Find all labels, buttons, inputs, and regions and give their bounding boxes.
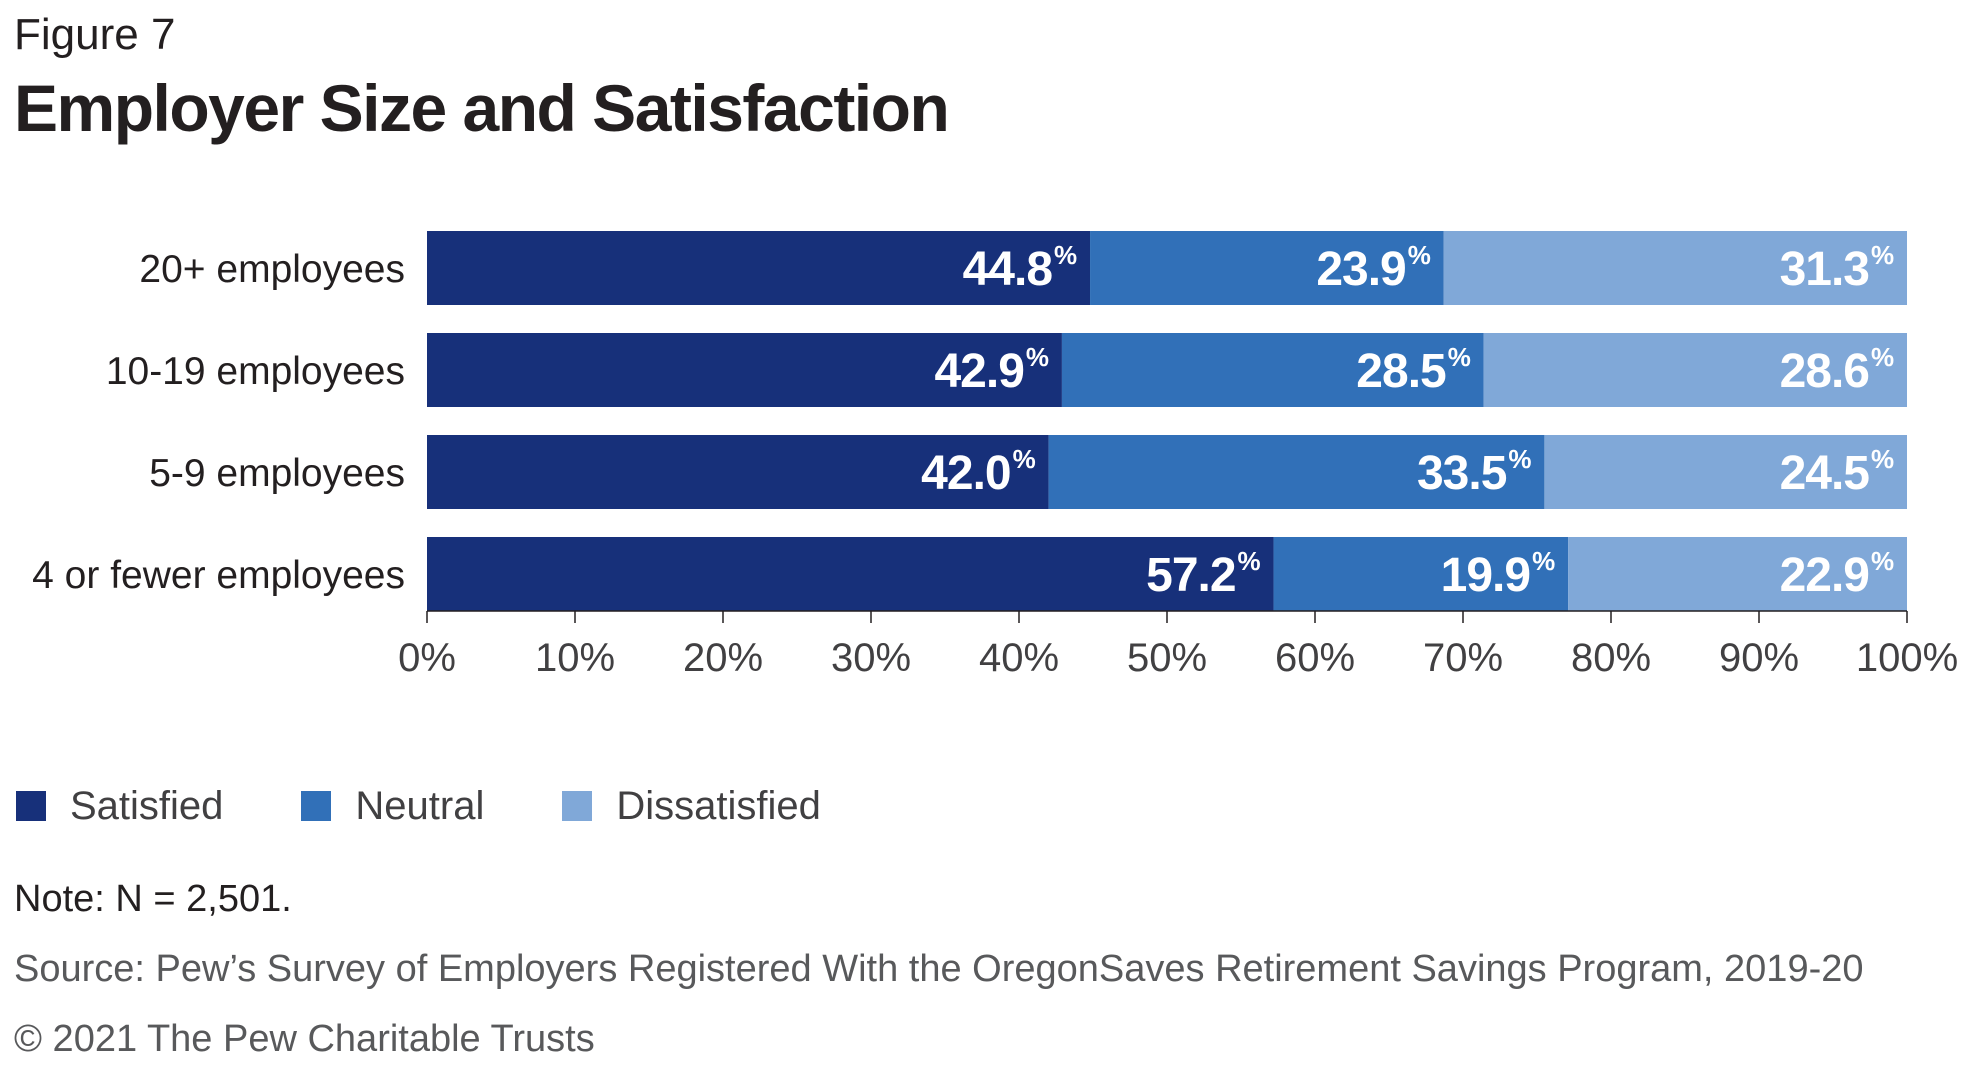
chart-title: Employer Size and Satisfaction [14, 71, 950, 145]
bar-segment [427, 333, 1062, 407]
legend-label-neutral: Neutral [355, 783, 485, 828]
data-label: 22.9 [1780, 549, 1869, 602]
x-tick-label: 0% [398, 636, 456, 680]
data-label-unit: % [1026, 342, 1049, 372]
legend-swatch-satisfied [16, 791, 46, 821]
x-tick-label: 30% [831, 636, 911, 680]
data-label-unit: % [1532, 546, 1555, 576]
data-label: 33.5 [1417, 447, 1507, 500]
category-label: 10-19 employees [106, 350, 405, 393]
bar-segment [1061, 333, 1484, 407]
category-label: 4 or fewer employees [32, 554, 405, 597]
bar-segment [1273, 537, 1569, 611]
bar-segment [1048, 435, 1545, 509]
data-label-unit: % [1408, 240, 1431, 270]
figure-label: Figure 7 [14, 10, 176, 59]
legend-label-satisfied: Satisfied [70, 783, 224, 828]
data-label: 23.9 [1316, 243, 1405, 296]
category-label: 20+ employees [139, 248, 405, 291]
chart-legend: Satisfied Neutral Dissatisfied [16, 780, 899, 832]
data-label-unit: % [1871, 240, 1894, 270]
legend-label-dissatisfied: Dissatisfied [616, 783, 821, 828]
x-tick-label: 50% [1127, 636, 1207, 680]
data-label: 42.0 [921, 447, 1010, 500]
data-label-unit: % [1238, 546, 1261, 576]
data-label: 42.9 [934, 345, 1023, 398]
category-label: 5-9 employees [149, 452, 405, 495]
bar-segment [427, 435, 1049, 509]
data-label-unit: % [1508, 444, 1531, 474]
x-tick-label: 80% [1571, 636, 1651, 680]
data-label: 19.9 [1441, 549, 1530, 602]
chart-source: Source: Pew’s Survey of Employers Regist… [14, 948, 1864, 990]
x-tick-label: 70% [1423, 636, 1503, 680]
data-label-unit: % [1871, 444, 1894, 474]
bar-segment [1483, 333, 1907, 407]
legend-swatch-neutral [301, 791, 332, 821]
data-label: 57.2 [1146, 549, 1235, 602]
legend-swatch-dissatisfied [562, 791, 593, 821]
data-label-unit: % [1013, 444, 1036, 474]
legend-item-dissatisfied: Dissatisfied [562, 784, 821, 829]
x-tick-label: 100% [1856, 636, 1958, 680]
data-label: 28.6 [1780, 345, 1869, 398]
bar-segment [1568, 537, 1907, 611]
x-tick-label: 10% [535, 636, 615, 680]
bar-segment [427, 537, 1274, 611]
data-label: 44.8 [963, 243, 1053, 296]
data-label-unit: % [1871, 546, 1894, 576]
x-tick-label: 60% [1275, 636, 1355, 680]
data-label: 31.3 [1780, 243, 1869, 296]
x-tick-label: 20% [683, 636, 763, 680]
stacked-bar-chart: 0% 10% 20% 30% 40% 50% 60% 70% 80% 90% 100% 20+ emp… [32, 231, 1958, 680]
legend-item-satisfied: Satisfied [16, 784, 223, 829]
chart-note: Note: N = 2,501. [14, 878, 292, 920]
bar-segment [1090, 231, 1444, 305]
data-label-unit: % [1448, 342, 1471, 372]
bar-segment [1443, 231, 1907, 305]
x-tick-label: 40% [979, 636, 1059, 680]
data-label-unit: % [1871, 342, 1894, 372]
data-label: 24.5 [1780, 447, 1870, 500]
copyright: © 2021 The Pew Charitable Trusts [14, 1018, 595, 1060]
bar-segment [427, 231, 1091, 305]
data-label: 28.5 [1356, 345, 1446, 398]
x-tick-label: 90% [1719, 636, 1799, 680]
data-label-unit: % [1054, 240, 1077, 270]
legend-item-neutral: Neutral [301, 784, 484, 829]
bar-segment [1544, 435, 1907, 509]
